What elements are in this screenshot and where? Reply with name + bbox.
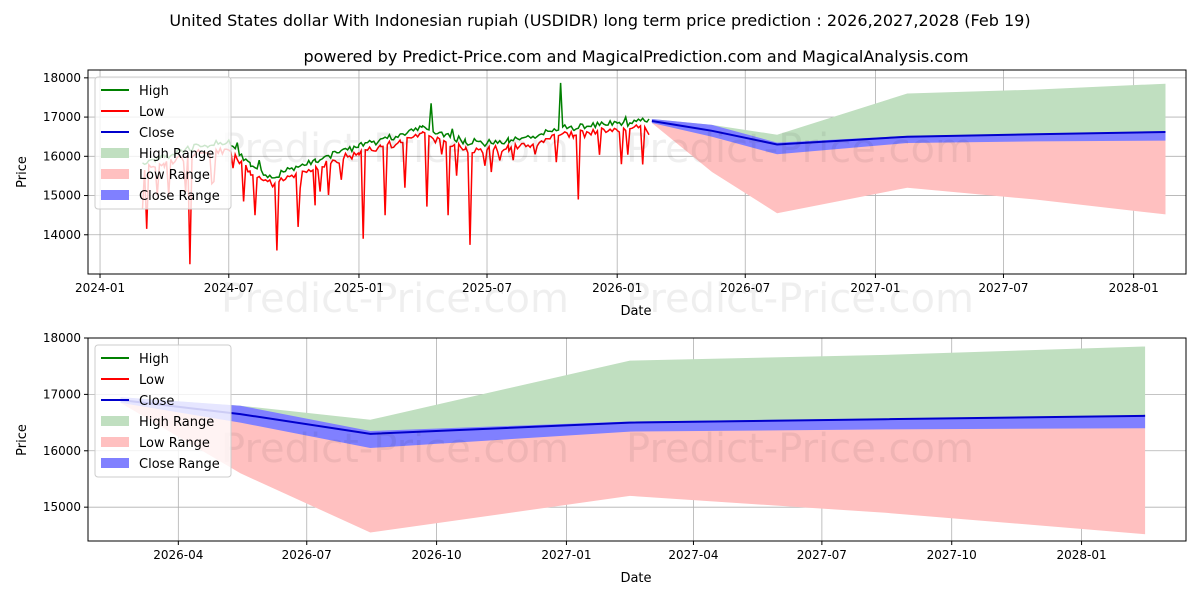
watermark: Predict-Price.com <box>626 276 974 322</box>
legend-label: High Range <box>139 147 214 162</box>
legend-label: Close <box>139 126 174 141</box>
watermark: Predict-Price.com <box>626 126 974 172</box>
bottom-x-axis-label: Date <box>620 571 651 586</box>
x-tick-label: 2027-07 <box>797 548 847 562</box>
bottom-axes-frame <box>87 337 1187 542</box>
bottom-watermarks: Predict-Price.com Predict-Price.com <box>221 426 974 472</box>
legend-label: Low Range <box>139 436 210 451</box>
chart-title: United States dollar With Indonesian rup… <box>169 11 1030 30</box>
top-axes-frame <box>87 69 1187 275</box>
chart-subtitle: powered by Predict-Price.com and Magical… <box>303 47 968 66</box>
x-tick-label: 2026-01 <box>592 281 642 295</box>
x-tick-label: 2026-07 <box>282 548 332 562</box>
legend-label: High <box>139 84 169 99</box>
legend-swatch <box>101 458 129 468</box>
bottom-plot-area <box>88 337 1186 541</box>
series-group <box>120 346 1146 535</box>
top-plot-area <box>88 70 1186 274</box>
legend-label: Low <box>139 105 165 120</box>
low-range-band <box>120 400 1146 535</box>
x-tick-label: 2028-01 <box>1109 281 1159 295</box>
watermark: Predict-Price.com <box>221 426 569 472</box>
x-tick-label: 2027-10 <box>927 548 977 562</box>
x-tick-label: 2025-01 <box>334 281 384 295</box>
bottom-x-ticks: 2026-04 2026-07 2026-10 2027-01 2027-04 2027-… <box>153 541 1107 562</box>
series-group <box>141 82 1166 265</box>
top-x-ticks: 2024-01 2024-07 2025-01 2025-07 2026-01 2026-… <box>75 274 1159 295</box>
bottom-panel: Predict-Price.com Predict-Price.com 2026… <box>15 331 1187 586</box>
top-y-axis-label: Price <box>15 156 30 188</box>
y-tick-label: 17000 <box>43 387 81 401</box>
top-x-axis-label: Date <box>620 304 651 319</box>
high-range-band <box>651 83 1166 145</box>
legend-swatch <box>101 416 129 426</box>
bottom-y-ticks: 15000 16000 17000 18000 <box>43 331 88 514</box>
high-range-band <box>120 346 1146 434</box>
x-tick-label: 2026-04 <box>153 548 203 562</box>
top-legend: High Low Close High Range Low Range Close Ran… <box>94 76 232 210</box>
y-tick-label: 16000 <box>43 444 81 458</box>
legend-swatch <box>101 148 129 158</box>
top-watermarks: Predict-Price.com Predict-Price.com Pred… <box>221 126 974 322</box>
y-tick-label: 15000 <box>43 500 81 514</box>
watermark: Predict-Price.com <box>221 126 569 172</box>
x-tick-label: 2026-07 <box>720 281 770 295</box>
bottom-legend: High Low Close High Range Low Range Close Ran… <box>94 344 232 478</box>
x-tick-label: 2024-01 <box>75 281 125 295</box>
legend-label: Low Range <box>139 168 210 183</box>
y-tick-label: 17000 <box>43 110 81 124</box>
legend-swatch <box>101 437 129 447</box>
watermark: Predict-Price.com <box>221 276 569 322</box>
legend-label: High Range <box>139 415 214 430</box>
close-forecast-line <box>651 120 1166 146</box>
legend-label: Close Range <box>139 457 220 472</box>
legend-swatch <box>101 190 129 200</box>
y-tick-label: 16000 <box>43 149 81 163</box>
x-tick-label: 2025-07 <box>462 281 512 295</box>
x-tick-label: 2027-04 <box>668 548 718 562</box>
y-tick-label: 18000 <box>43 71 81 85</box>
legend-label: Close <box>139 394 174 409</box>
watermark: Predict-Price.com <box>626 426 974 472</box>
legend-label: Low <box>139 373 165 388</box>
y-tick-label: 14000 <box>43 228 81 242</box>
bottom-y-axis-label: Price <box>15 424 30 456</box>
legend-label: Close Range <box>139 189 220 204</box>
top-panel: Predict-Price.com Predict-Price.com Pred… <box>15 69 1187 322</box>
legend-swatch <box>101 169 129 179</box>
y-tick-label: 18000 <box>43 331 81 345</box>
x-tick-label: 2026-10 <box>412 548 462 562</box>
legend-label: High <box>139 352 169 367</box>
x-tick-label: 2028-01 <box>1056 548 1106 562</box>
x-tick-label: 2027-07 <box>978 281 1028 295</box>
y-tick-label: 15000 <box>43 189 81 203</box>
x-tick-label: 2024-07 <box>204 281 254 295</box>
top-y-ticks: 14000 15000 16000 17000 18000 <box>43 71 88 242</box>
x-tick-label: 2027-01 <box>541 548 591 562</box>
x-tick-label: 2027-01 <box>850 281 900 295</box>
